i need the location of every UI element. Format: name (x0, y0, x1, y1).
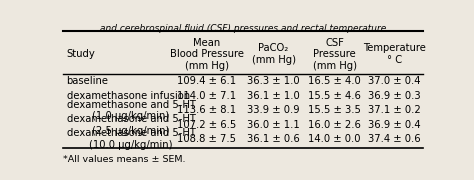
Text: 33.9 ± 0.9: 33.9 ± 0.9 (247, 105, 300, 115)
Text: 37.4 ± 0.6: 37.4 ± 0.6 (368, 134, 420, 144)
Text: 36.1 ± 0.6: 36.1 ± 0.6 (247, 134, 300, 144)
Text: 37.1 ± 0.2: 37.1 ± 0.2 (368, 105, 420, 115)
Text: 113.6 ± 8.1: 113.6 ± 8.1 (177, 105, 237, 115)
Text: 15.5 ± 3.5: 15.5 ± 3.5 (308, 105, 361, 115)
Text: Temperature
° C: Temperature ° C (363, 43, 426, 65)
Text: 36.9 ± 0.3: 36.9 ± 0.3 (368, 91, 420, 101)
Text: and cerebrospinal fluid (CSF) pressures and rectal temperature: and cerebrospinal fluid (CSF) pressures … (100, 24, 386, 33)
Text: 108.8 ± 7.5: 108.8 ± 7.5 (177, 134, 237, 144)
Text: dexamethasone and 5-HT
(10.0 μg/kg/min): dexamethasone and 5-HT (10.0 μg/kg/min) (66, 128, 195, 150)
Text: *All values means ± SEM.: *All values means ± SEM. (63, 155, 185, 164)
Text: 114.0 ± 7.1: 114.0 ± 7.1 (177, 91, 237, 101)
Text: 36.1 ± 1.0: 36.1 ± 1.0 (247, 91, 300, 101)
Text: dexamethasone infusion: dexamethasone infusion (66, 91, 190, 101)
Text: 16.5 ± 4.0: 16.5 ± 4.0 (309, 76, 361, 86)
Text: 109.4 ± 6.1: 109.4 ± 6.1 (177, 76, 237, 86)
Text: baseline: baseline (66, 76, 109, 86)
Text: 36.9 ± 0.4: 36.9 ± 0.4 (368, 120, 420, 130)
Text: Study: Study (66, 49, 95, 59)
Text: CSF
Pressure
(mm Hg): CSF Pressure (mm Hg) (313, 38, 357, 71)
Text: PaCO₂
(mm Hg): PaCO₂ (mm Hg) (252, 43, 295, 65)
Text: 37.0 ± 0.4: 37.0 ± 0.4 (368, 76, 420, 86)
Text: Mean
Blood Pressure
(mm Hg): Mean Blood Pressure (mm Hg) (170, 38, 244, 71)
Text: dexamethasone and 5-HT
(2.5 μg/kg/min): dexamethasone and 5-HT (2.5 μg/kg/min) (66, 114, 195, 136)
Text: 36.0 ± 1.1: 36.0 ± 1.1 (247, 120, 300, 130)
Text: 107.2 ± 6.5: 107.2 ± 6.5 (177, 120, 237, 130)
Text: 15.5 ± 4.6: 15.5 ± 4.6 (308, 91, 361, 101)
Text: 16.0 ± 2.6: 16.0 ± 2.6 (308, 120, 361, 130)
Text: 36.3 ± 1.0: 36.3 ± 1.0 (247, 76, 300, 86)
Text: dexamethasone and 5-HT
(1.0 μg/kg/min): dexamethasone and 5-HT (1.0 μg/kg/min) (66, 100, 195, 121)
Text: 14.0 ± 0.0: 14.0 ± 0.0 (309, 134, 361, 144)
